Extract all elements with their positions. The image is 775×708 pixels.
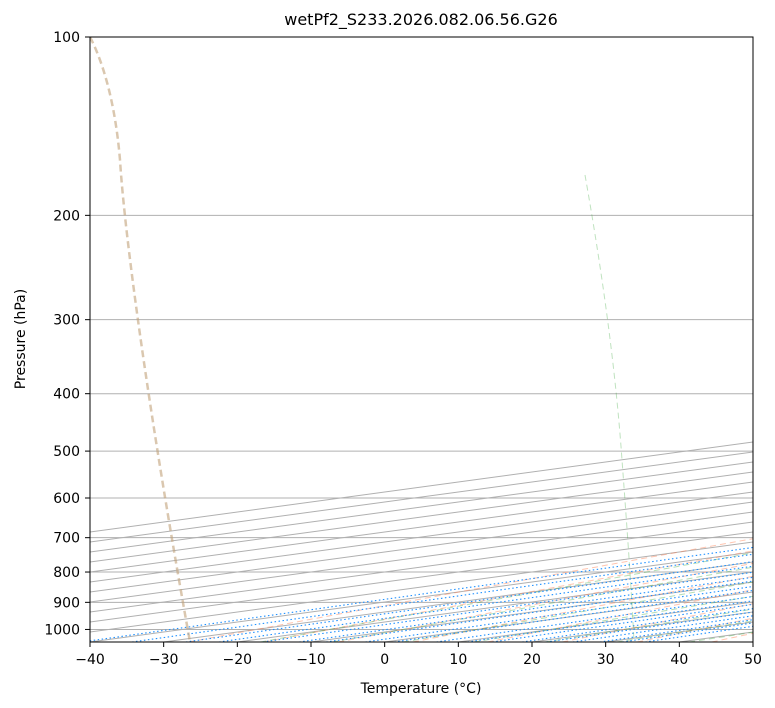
x-tick-label: −30 bbox=[149, 652, 179, 668]
y-tick-label: 700 bbox=[53, 531, 80, 547]
mixing-ratio-line bbox=[90, 546, 753, 642]
isotherm-line bbox=[90, 451, 753, 543]
moist-adiabat-line bbox=[473, 595, 753, 642]
mixing-ratio-line bbox=[492, 603, 753, 642]
mixing-ratio-line bbox=[436, 595, 753, 642]
y-tick-label: 500 bbox=[53, 444, 80, 460]
mixing-ratio-lines bbox=[90, 546, 753, 642]
y-tick-label: 200 bbox=[53, 208, 80, 224]
chart-title: wetPf2_S233.2026.082.06.56.G26 bbox=[284, 10, 558, 30]
dry-adiabat-line bbox=[188, 538, 753, 642]
dry-adiabat-line bbox=[338, 562, 753, 642]
x-tick-label: 10 bbox=[449, 652, 467, 668]
moist-adiabat-line bbox=[403, 581, 753, 642]
isotherm-line bbox=[90, 471, 753, 563]
dry-adiabat-line bbox=[412, 575, 753, 642]
y-tick-label: 100 bbox=[53, 30, 80, 46]
curved-guide-line bbox=[90, 37, 192, 642]
mixing-ratio-line bbox=[131, 553, 753, 642]
isotherm-line bbox=[90, 531, 753, 623]
plot-frame bbox=[89, 36, 754, 643]
isotherm-line bbox=[90, 511, 753, 603]
moist-adiabat-line bbox=[332, 566, 753, 642]
x-axis-label: Temperature (°C) bbox=[360, 681, 482, 697]
x-tick-label: 20 bbox=[523, 652, 541, 668]
y-tick-label: 900 bbox=[53, 595, 80, 611]
curved-guide-lines bbox=[90, 37, 635, 642]
x-tick-label: −40 bbox=[75, 652, 105, 668]
isotherm-line bbox=[90, 481, 753, 573]
isotherms bbox=[90, 441, 753, 642]
dry-adiabats bbox=[188, 538, 753, 642]
y-tick-label: 1000 bbox=[44, 622, 80, 638]
isotherm-line bbox=[90, 461, 753, 553]
x-tick-label: 30 bbox=[597, 652, 615, 668]
mixing-ratio-line bbox=[467, 600, 753, 642]
x-tick-label: −10 bbox=[296, 652, 326, 668]
x-tick-label: 0 bbox=[380, 652, 389, 668]
isotherm-line bbox=[90, 501, 753, 593]
y-axis-label: Pressure (hPa) bbox=[13, 289, 29, 389]
isotherm-line bbox=[90, 521, 753, 613]
x-tick-label: 50 bbox=[744, 652, 762, 668]
x-axis-ticks: −40 −30 −20 −10 0 10 20 30 40 50 bbox=[75, 642, 762, 668]
y-axis-ticks: 100 200 300 400 500 600 700 800 900 1000 bbox=[44, 30, 90, 638]
mixing-ratio-line bbox=[522, 608, 753, 642]
isobars bbox=[90, 37, 753, 630]
x-tick-label: 40 bbox=[670, 652, 688, 668]
mixing-ratio-line bbox=[185, 561, 753, 642]
plot-area: -100-90-80-70-60-50-40-30-20-10010203040… bbox=[90, 37, 753, 642]
y-tick-label: 300 bbox=[53, 313, 80, 329]
y-tick-label: 600 bbox=[53, 491, 80, 507]
y-tick-label: 800 bbox=[53, 565, 80, 581]
moist-adiabats bbox=[260, 552, 753, 642]
x-tick-label: −20 bbox=[223, 652, 253, 668]
y-tick-label: 400 bbox=[53, 387, 80, 403]
isotherm-line bbox=[90, 491, 753, 583]
